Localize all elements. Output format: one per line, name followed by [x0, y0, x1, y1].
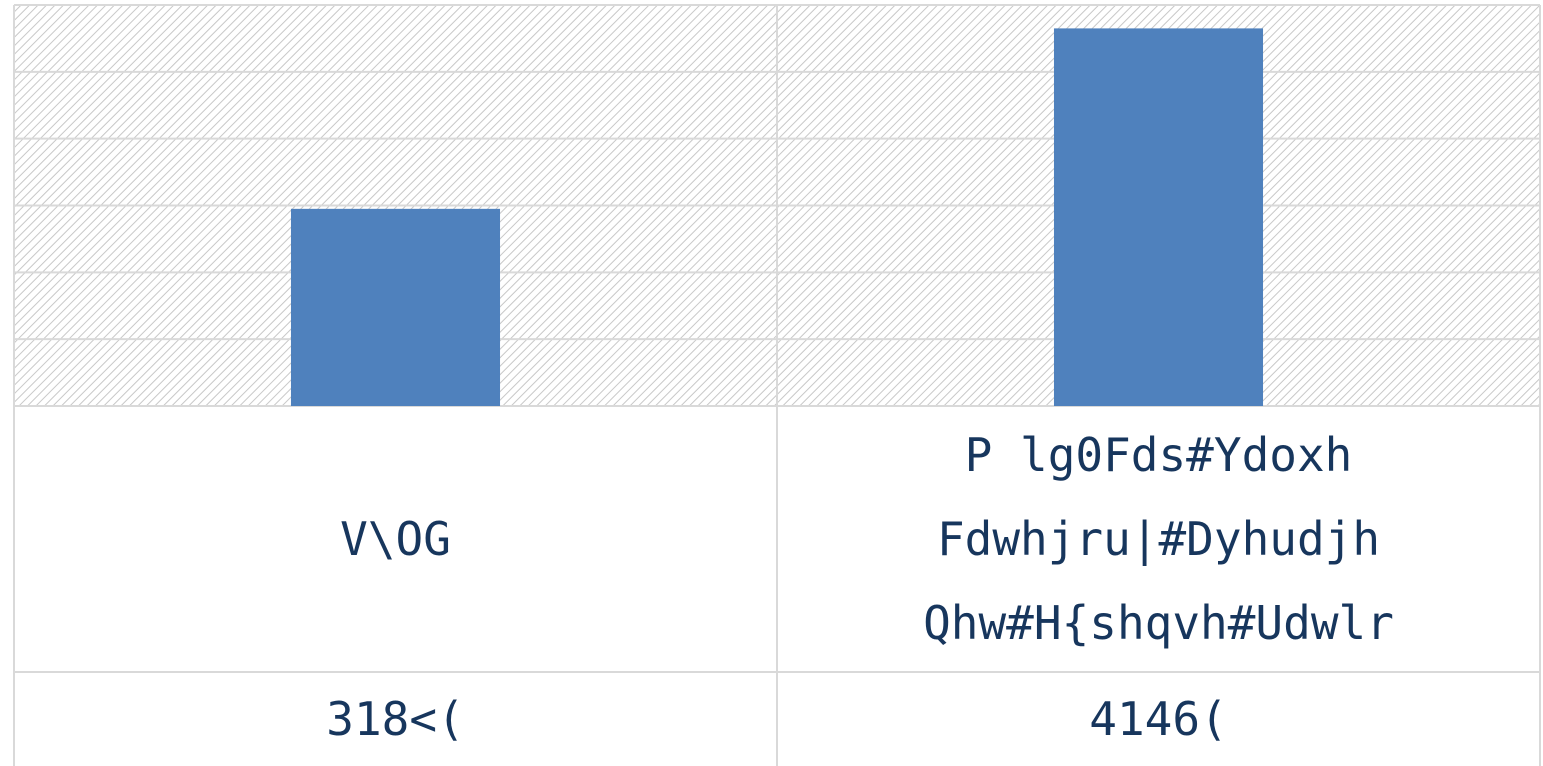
bar [1053, 28, 1264, 407]
bar [290, 208, 501, 406]
category-label: V\OG [340, 512, 451, 566]
value-label: 4146( [1089, 692, 1228, 746]
value-label: 318<( [326, 692, 465, 746]
category-label: P lg0Fds#Ydoxh Fdwhjru|#Dyhudjh Qhw#H{sh… [923, 428, 1394, 650]
